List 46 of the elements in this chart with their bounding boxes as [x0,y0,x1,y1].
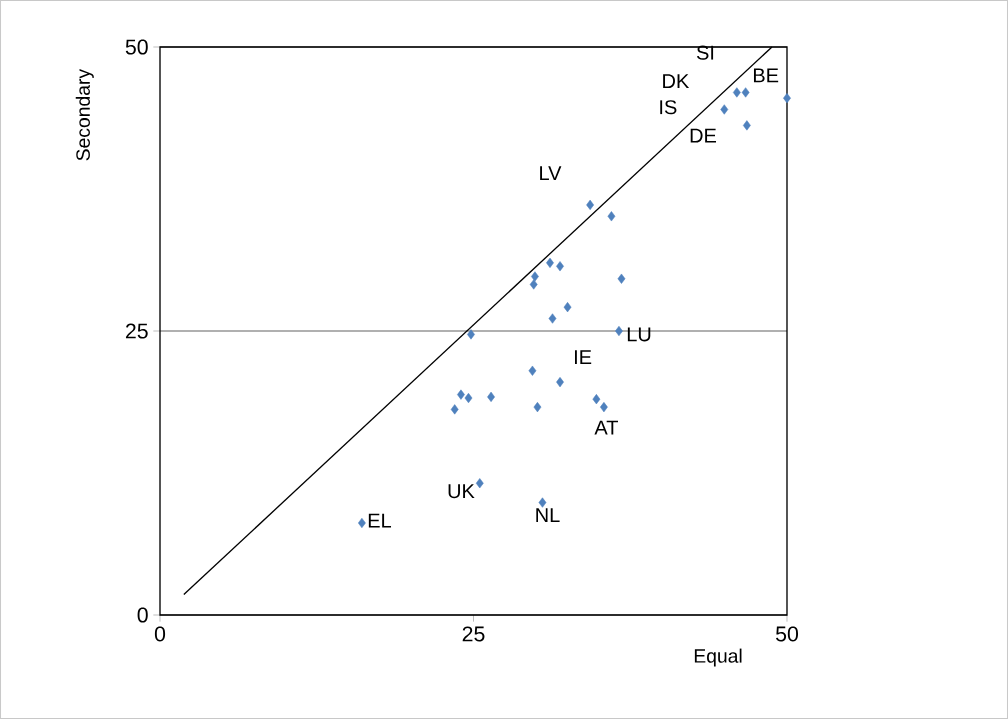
annotation: IS [660,100,677,115]
point [548,313,557,324]
point [533,402,542,413]
x-axis-title: Equal [694,648,742,667]
annotation: UK [448,484,475,499]
annotation: BE [753,68,779,83]
point [531,271,539,282]
point [732,87,741,98]
y-axis-title: Secondary [75,68,94,161]
x-tick-label: 0 [154,626,166,642]
point [556,261,564,272]
point [538,497,547,508]
y-tick-label: 50 [125,39,148,55]
point [464,392,473,404]
point [457,389,465,400]
annotation: AT [594,420,618,435]
point [528,365,537,376]
annotation: LU [627,327,651,342]
point [487,391,495,402]
point [592,394,601,405]
y-tick-label: 0 [137,607,148,623]
point [783,93,791,104]
y-tick-label: 25 [125,323,148,339]
point [475,478,484,489]
point [741,87,750,98]
point [607,211,616,222]
annotation: EL [368,513,392,528]
x-tick-label: 25 [462,626,485,642]
point [467,329,475,340]
point [450,404,459,415]
point [600,402,608,413]
point [617,273,626,284]
annotation: NL [536,508,560,522]
annotation: LV [540,166,562,180]
x-tick-label: 50 [775,626,799,642]
point [563,302,572,313]
annotation: DE [690,128,717,143]
annotation: SI [696,45,714,60]
point [720,104,729,115]
annotation: IE [574,350,592,365]
point [546,257,554,268]
point [586,199,594,210]
point [743,120,751,131]
point [529,279,538,290]
point [556,377,564,388]
annotation: DK [663,74,690,88]
